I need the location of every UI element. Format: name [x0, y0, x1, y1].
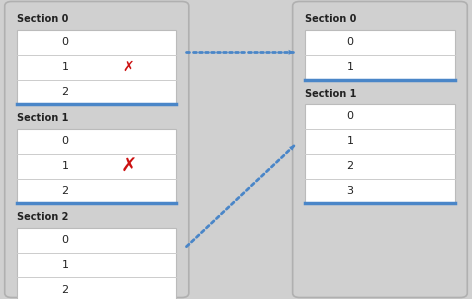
Text: 1: 1: [61, 260, 68, 270]
Text: Section 0: Section 0: [17, 14, 69, 25]
Text: 0: 0: [61, 235, 68, 245]
FancyBboxPatch shape: [293, 1, 467, 298]
FancyBboxPatch shape: [17, 129, 176, 203]
Text: 2: 2: [61, 87, 68, 97]
Text: 1: 1: [346, 62, 354, 72]
Text: ✗: ✗: [120, 157, 137, 176]
Text: Section 0: Section 0: [305, 14, 357, 25]
FancyBboxPatch shape: [305, 30, 455, 80]
Text: 0: 0: [346, 112, 354, 121]
FancyBboxPatch shape: [305, 104, 455, 203]
Text: 3: 3: [346, 186, 354, 196]
Text: Section 1: Section 1: [17, 113, 69, 123]
Text: 1: 1: [61, 62, 68, 72]
Text: 2: 2: [61, 285, 68, 295]
FancyBboxPatch shape: [5, 1, 189, 298]
Text: Section 1: Section 1: [305, 89, 357, 99]
Text: 1: 1: [346, 136, 354, 146]
FancyBboxPatch shape: [17, 30, 176, 104]
Text: 0: 0: [61, 37, 68, 47]
Text: 0: 0: [346, 37, 354, 47]
Text: ✗: ✗: [123, 60, 135, 74]
Text: 0: 0: [61, 136, 68, 146]
Text: 2: 2: [61, 186, 68, 196]
Text: Section 2: Section 2: [17, 212, 69, 222]
FancyBboxPatch shape: [17, 228, 176, 299]
Text: 2: 2: [346, 161, 354, 171]
Text: 1: 1: [61, 161, 68, 171]
